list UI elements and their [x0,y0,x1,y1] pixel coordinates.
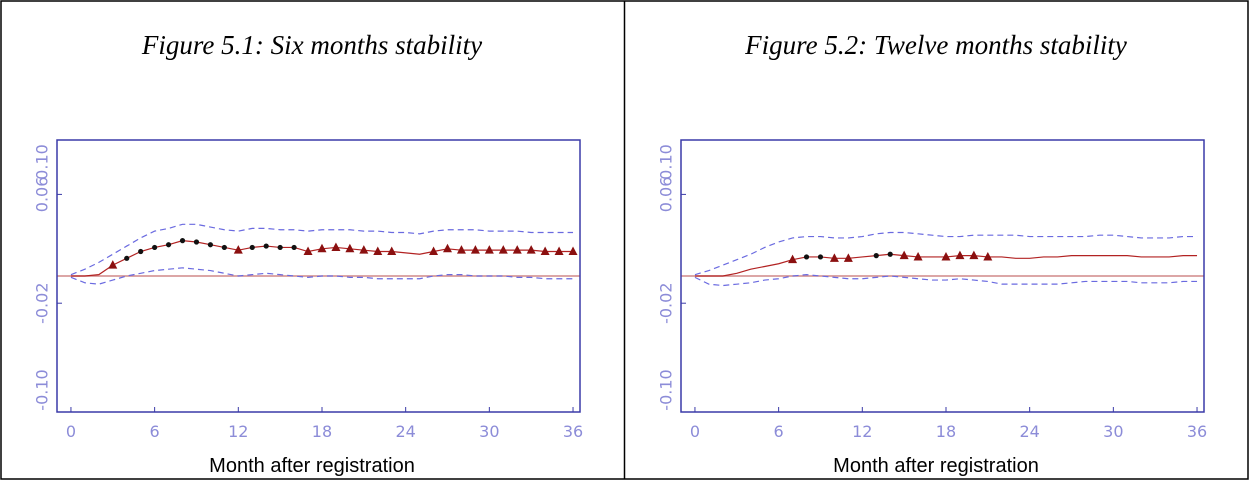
marker-triangle [540,246,550,256]
x-tick-label: 30 [479,422,499,441]
y-tick-label: 0.10 [33,144,52,180]
marker-triangle [955,250,965,260]
marker-triangle [345,243,355,253]
marker-triangle [526,245,536,254]
marker-circle [249,244,255,251]
y-tick-label: -0.02 [657,282,676,323]
marker-triangle [387,246,397,256]
marker-triangle [317,243,327,253]
marker-circle [873,253,879,259]
marker-triangle [443,243,453,253]
x-tick-label: 0 [66,422,76,441]
plot-frame [56,139,581,413]
marker-triangle [899,250,909,260]
chart-title: Figure 5.2: Twelve months stability [744,30,1127,60]
series-line [694,274,1198,287]
x-tick-label: 30 [1103,422,1123,441]
marker-circle [124,255,130,261]
marker-triangle [941,251,951,261]
x-tick-label: 0 [690,422,700,441]
marker-circle [817,254,824,260]
marker-circle [193,239,200,245]
marker-circle [803,254,810,260]
chart-title: Figure 5.1: Six months stability [141,30,482,60]
marker-triangle [829,253,839,262]
y-tick-label: -0.02 [33,282,52,323]
marker-circle [207,242,214,248]
x-tick-label: 18 [312,422,332,441]
marker-triangle [303,246,313,256]
x-axis-label: Month after registration [209,455,415,477]
plot-frame [680,139,1205,413]
marker-triangle [331,242,341,251]
y-tick-label: -0.10 [33,369,52,410]
marker-triangle [484,245,494,254]
marker-circle [291,244,297,251]
marker-triangle [913,251,923,261]
marker-triangle [470,245,480,254]
marker-triangle [498,245,508,254]
series-line [70,223,574,276]
marker-triangle [359,245,369,254]
marker-triangle [429,246,439,256]
marker-triangle [108,260,118,269]
marker-triangle [512,245,522,254]
y-tick-label: 0.06 [657,177,676,213]
x-tick-label: 6 [774,422,784,441]
x-tick-label: 12 [852,422,872,441]
marker-circle [887,251,893,257]
marker-circle [221,244,227,251]
marker-triangle [843,253,853,262]
x-tick-label: 18 [936,422,956,441]
marker-circle [263,243,269,249]
marker-circle [179,238,186,244]
x-tick-label: 36 [563,422,583,441]
x-tick-label: 24 [1019,422,1039,441]
series-line [70,267,574,285]
y-tick-label: 0.06 [33,177,52,213]
marker-triangle [554,246,564,256]
marker-triangle [983,251,993,261]
marker-triangle [568,246,578,256]
marker-triangle [233,245,243,254]
x-tick-label: 36 [1187,422,1207,441]
marker-triangle [373,246,383,256]
marker-triangle [788,254,798,264]
marker-circle [152,244,158,251]
marker-triangle [456,245,466,254]
marker-circle [165,242,172,248]
x-tick-label: 24 [395,422,415,441]
y-tick-label: -0.10 [657,369,676,410]
x-axis-label: Month after registration [833,455,1039,477]
y-tick-label: 0.10 [657,144,676,180]
marker-triangle [969,250,979,260]
marker-circle [277,244,283,251]
x-tick-label: 12 [228,422,248,441]
marker-circle [138,248,144,255]
x-tick-label: 6 [150,422,160,441]
